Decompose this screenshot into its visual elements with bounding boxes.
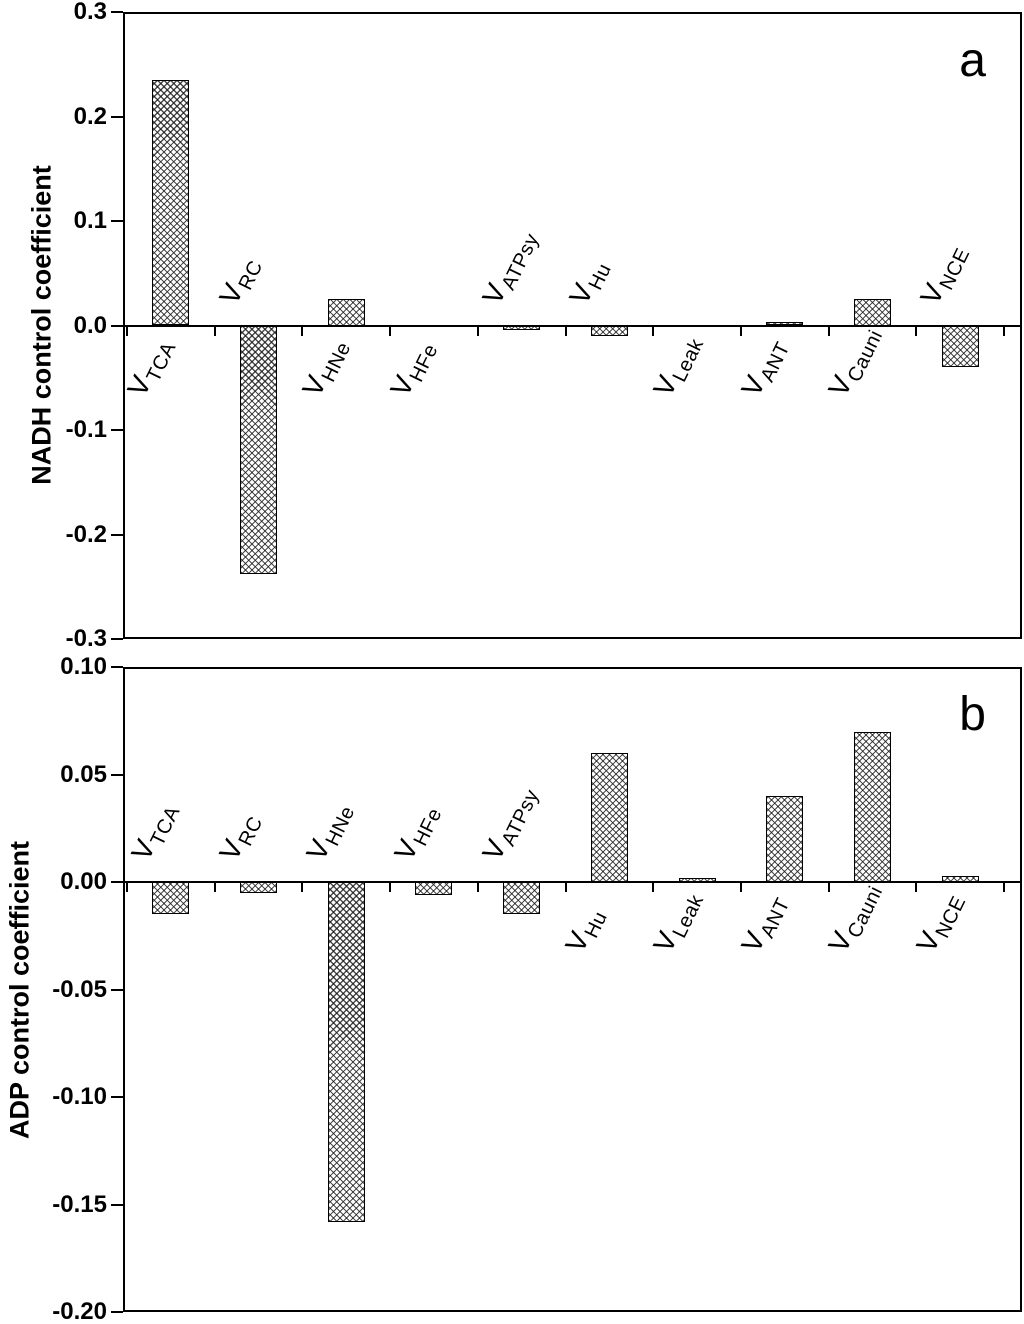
y-tick-label: -0.3 (65, 625, 107, 652)
y-tick-label: 0.0 (73, 311, 107, 339)
y-tick-label: 0.1 (73, 207, 107, 234)
x-tick (827, 325, 830, 336)
y-tick (111, 881, 123, 883)
x-tick (389, 882, 392, 892)
x-axis-zero-line (123, 881, 1022, 883)
y-tick-label: -0.15 (52, 1190, 107, 1218)
y-tick (111, 988, 123, 991)
bar-RC (240, 882, 278, 893)
bar-HFe (415, 882, 453, 895)
x-tick (476, 325, 479, 336)
bar-ANT (766, 796, 804, 882)
bar-TCA (152, 882, 190, 915)
y-tick-label: -0.1 (65, 416, 107, 443)
y-tick-label: -0.05 (52, 975, 107, 1003)
x-tick (301, 882, 304, 892)
bar-ATPsy (503, 325, 541, 330)
bar-Leak (678, 877, 716, 882)
x-tick (915, 325, 918, 336)
bar-Cauni (853, 731, 891, 882)
x-tick (652, 882, 655, 892)
bar-Hu (590, 753, 628, 882)
bar-Hu (590, 325, 628, 336)
y-tick (111, 666, 123, 668)
x-tick (213, 325, 216, 336)
y-tick (111, 324, 123, 327)
y-tick-label: -0.20 (52, 1298, 107, 1324)
x-tick (827, 882, 830, 892)
x-tick (1003, 325, 1005, 336)
y-tick-label: -0.10 (52, 1083, 107, 1110)
x-tick (739, 882, 742, 892)
panel-letter-a: a (959, 34, 986, 87)
y-tick (111, 1203, 123, 1206)
bar-Cauni (853, 299, 891, 326)
y-tick-label: 0.00 (60, 868, 107, 895)
y-tick-label: 0.2 (73, 102, 107, 130)
bar-HNe (327, 299, 365, 326)
bar-RC (240, 325, 278, 575)
bar-NCE (941, 325, 979, 368)
x-tick (564, 882, 567, 892)
x-tick (652, 325, 655, 336)
bar-NCE (941, 875, 979, 882)
y-tick-label: 0.10 (60, 653, 107, 680)
x-tick (739, 325, 742, 336)
y-tick (111, 773, 123, 776)
panel-letter-b: b (959, 688, 986, 741)
y-tick (111, 220, 123, 222)
y-tick-label: 0.3 (73, 0, 107, 25)
x-tick (476, 882, 479, 892)
x-tick (126, 882, 128, 892)
x-axis-zero-line (123, 324, 1022, 327)
y-tick (111, 11, 123, 13)
y-tick (111, 533, 123, 536)
plot-area-b (123, 667, 1022, 1312)
x-tick (1003, 882, 1005, 892)
y-tick (111, 115, 123, 118)
x-tick (915, 882, 918, 892)
y-tick (111, 638, 123, 640)
y-tick (111, 429, 123, 431)
x-tick (389, 325, 392, 336)
x-tick (213, 882, 216, 892)
bar-HNe (327, 882, 365, 1222)
bar-ANT (766, 322, 804, 326)
x-tick (126, 325, 128, 336)
x-tick (564, 325, 567, 336)
x-tick (301, 325, 304, 336)
y-tick (111, 1311, 123, 1313)
y-tick-label: -0.2 (65, 520, 107, 548)
bar-ATPsy (503, 882, 541, 915)
y-tick (111, 1096, 123, 1098)
bar-TCA (152, 79, 190, 326)
y-tick-label: 0.05 (60, 760, 107, 788)
